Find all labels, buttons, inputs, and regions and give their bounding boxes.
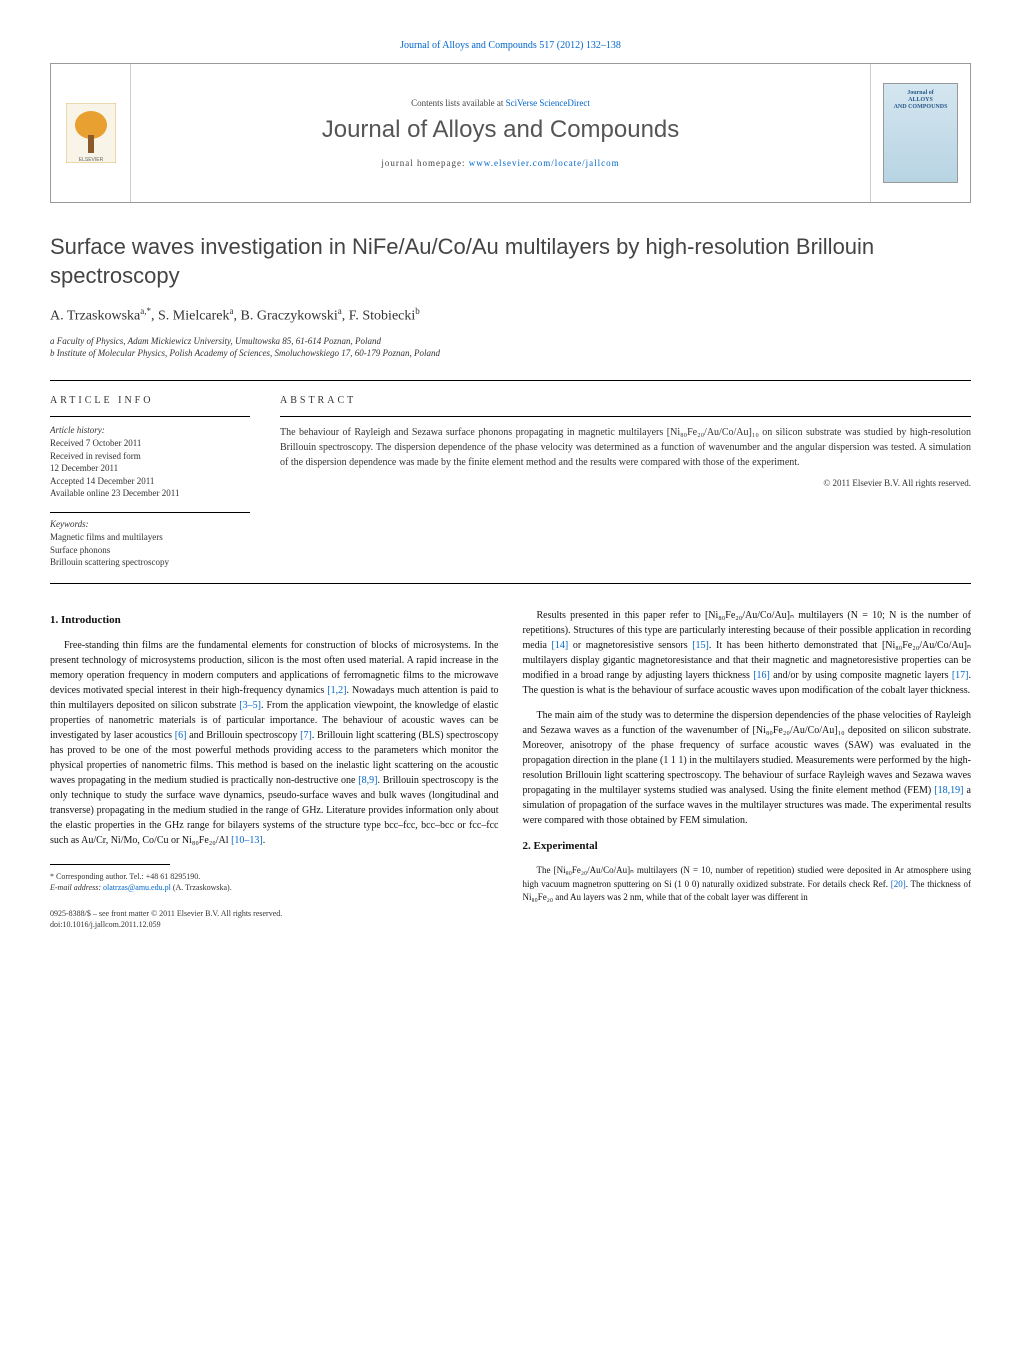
header-center: Contents lists available at SciVerse Sci… (131, 64, 870, 202)
journal-header-box: ELSEVIER Contents lists available at Sci… (50, 63, 971, 203)
article-title: Surface waves investigation in NiFe/Au/C… (50, 233, 971, 290)
keyword-0: Magnetic films and multilayers (50, 531, 250, 544)
authors-line: A. Trzaskowskaa,*, S. Mielcareka, B. Gra… (50, 306, 971, 325)
keywords-block: Keywords: Magnetic films and multilayers… (50, 512, 250, 569)
intro-paragraph-1: Free-standing thin films are the fundame… (50, 638, 499, 848)
contents-prefix: Contents lists available at (411, 98, 505, 108)
affiliations: a Faculty of Physics, Adam Mickiewicz Un… (50, 335, 971, 360)
contents-list-line: Contents lists available at SciVerse Sci… (411, 98, 590, 108)
keyword-1: Surface phonons (50, 544, 250, 557)
homepage-link[interactable]: www.elsevier.com/locate/jallcom (469, 158, 620, 168)
article-info-column: ARTICLE INFO Article history: Received 7… (50, 395, 250, 569)
right-column: Results presented in this paper refer to… (523, 608, 972, 930)
elsevier-logo: ELSEVIER (51, 64, 131, 202)
cover-title-top: Journal of (907, 90, 934, 97)
article-info-heading: ARTICLE INFO (50, 395, 250, 406)
experimental-heading: 2. Experimental (523, 838, 972, 855)
affiliation-b: b Institute of Molecular Physics, Polish… (50, 347, 971, 360)
abstract-heading: ABSTRACT (280, 395, 971, 406)
sciencedirect-link[interactable]: SciVerse ScienceDirect (506, 98, 590, 108)
intro-heading: 1. Introduction (50, 612, 499, 629)
keyword-2: Brillouin scattering spectroscopy (50, 556, 250, 569)
abstract-copyright: © 2011 Elsevier B.V. All rights reserved… (280, 478, 971, 488)
right-paragraph-2: The main aim of the study was to determi… (523, 708, 972, 828)
journal-cover-thumbnail: Journal of ALLOYS AND COMPOUNDS (870, 64, 970, 202)
info-abstract-row: ARTICLE INFO Article history: Received 7… (50, 380, 971, 584)
right-paragraph-1: Results presented in this paper refer to… (523, 608, 972, 698)
affiliation-a: a Faculty of Physics, Adam Mickiewicz Un… (50, 335, 971, 348)
keywords-label: Keywords: (50, 519, 250, 529)
history-line-2: 12 December 2011 (50, 462, 250, 475)
email-link[interactable]: olatrzas@amu.edu.pl (103, 883, 171, 892)
cover-box: Journal of ALLOYS AND COMPOUNDS (883, 83, 958, 183)
history-line-4: Available online 23 December 2011 (50, 487, 250, 500)
doi-line-2: doi:10.1016/j.jallcom.2011.12.059 (50, 919, 499, 930)
experimental-paragraph-1: The [Ni₈₀Fe₂₀/Au/Co/Au]ₙ multilayers (N … (523, 864, 972, 905)
footnote-rule (50, 864, 170, 865)
abstract-text: The behaviour of Rayleigh and Sezawa sur… (280, 425, 971, 470)
email-suffix: (A. Trzaskowska). (171, 883, 232, 892)
journal-name: Journal of Alloys and Compounds (322, 116, 680, 144)
doi-line-1: 0925-8388/$ – see front matter © 2011 El… (50, 908, 499, 919)
history-line-1: Received in revised form (50, 450, 250, 463)
history-line-0: Received 7 October 2011 (50, 437, 250, 450)
history-label: Article history: (50, 425, 250, 435)
corresponding-footnote: * Corresponding author. Tel.: +48 61 829… (50, 871, 499, 882)
left-column: 1. Introduction Free-standing thin films… (50, 608, 499, 930)
email-footnote: E-mail address: olatrzas@amu.edu.pl (A. … (50, 882, 499, 893)
svg-text:ELSEVIER: ELSEVIER (78, 157, 103, 163)
cover-title-main: ALLOYS AND COMPOUNDS (894, 97, 948, 111)
body-two-column: 1. Introduction Free-standing thin films… (50, 608, 971, 930)
email-label: E-mail address: (50, 883, 103, 892)
top-journal-reference: Journal of Alloys and Compounds 517 (201… (50, 40, 971, 51)
doi-block: 0925-8388/$ – see front matter © 2011 El… (50, 908, 499, 930)
homepage-line: journal homepage: www.elsevier.com/locat… (381, 158, 619, 168)
elsevier-tree-icon: ELSEVIER (66, 103, 116, 163)
history-line-3: Accepted 14 December 2011 (50, 475, 250, 488)
abstract-column: ABSTRACT The behaviour of Rayleigh and S… (280, 395, 971, 569)
homepage-prefix: journal homepage: (381, 158, 468, 168)
